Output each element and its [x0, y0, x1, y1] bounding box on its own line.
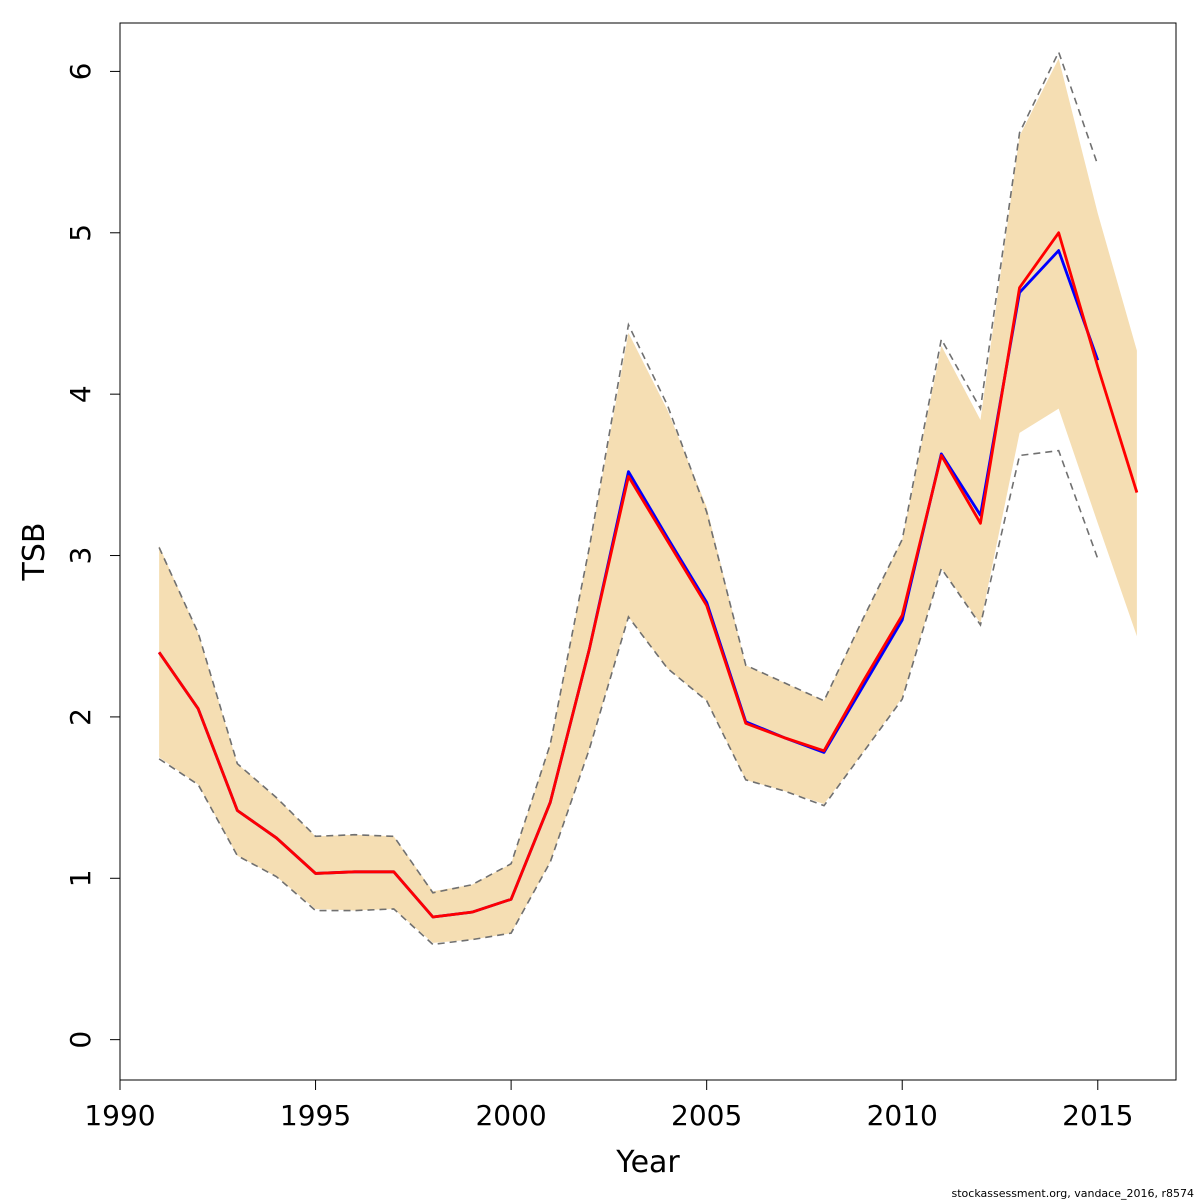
y-tick-label: 4 [64, 385, 97, 403]
current-estimate-line [157, 231, 1139, 919]
footer-credit: stockassessment.org, vandace_2016, r8574 [952, 1187, 1195, 1200]
y-axis-title: TSB [17, 523, 52, 582]
y-tick-label: 6 [64, 62, 97, 80]
confidence-band-layer [159, 58, 1137, 943]
y-tick-label: 2 [64, 708, 97, 726]
y-tick-label: 1 [64, 869, 97, 887]
x-tick-label: 2015 [1062, 1099, 1133, 1132]
x-tick-label: 1995 [280, 1099, 351, 1132]
series-layer [157, 231, 1139, 919]
x-axis-title: Year [615, 1145, 680, 1180]
y-axis: 0 1 2 3 4 5 6 [64, 62, 121, 1049]
dashed-upper-bound [158, 49, 1099, 894]
x-tick-label: 1990 [84, 1099, 155, 1132]
confidence-band [159, 58, 1137, 943]
y-tick-label: 0 [64, 1031, 97, 1049]
y-tick-label: 5 [64, 224, 97, 242]
y-tick-label: 3 [64, 547, 97, 565]
dashed-lower-bound [158, 449, 1099, 946]
x-tick-label: 2010 [867, 1099, 938, 1132]
dashed-bounds-layer [158, 49, 1099, 946]
x-tick-label: 2005 [671, 1099, 742, 1132]
x-axis: 1990 1995 2000 2005 2010 2015 [84, 1079, 1133, 1132]
x-tick-label: 2000 [475, 1099, 546, 1132]
